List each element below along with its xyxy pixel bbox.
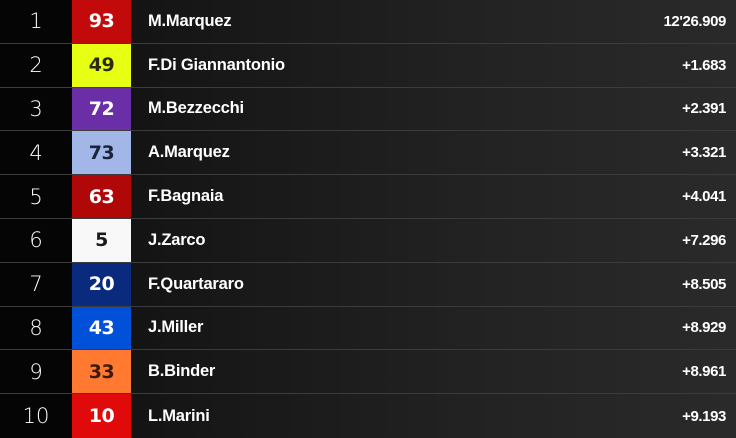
result-row[interactable]: 3 72 M.Bezzecchi +2.391	[0, 87, 736, 132]
rider-info: F.Bagnaia +4.041	[131, 175, 736, 218]
rider-number-badge: 63	[72, 175, 131, 218]
race-time: +9.193	[682, 407, 726, 425]
rider-info: J.Miller +8.929	[131, 306, 736, 350]
position: 7	[0, 262, 72, 306]
position: 8	[0, 306, 72, 350]
rider-info: M.Bezzecchi +2.391	[131, 87, 736, 131]
race-time: +3.321	[682, 144, 726, 162]
race-time: +8.505	[682, 275, 726, 293]
rider-info: F.Quartararo +8.505	[131, 262, 736, 306]
rider-number-badge: 43	[72, 306, 131, 350]
rider-name: F.Di Giannantonio	[148, 55, 285, 74]
rider-name: L.Marini	[148, 406, 210, 425]
race-time: +8.929	[682, 319, 726, 337]
rider-number-badge: 93	[72, 0, 131, 43]
race-time: +8.961	[682, 363, 726, 381]
position: 6	[0, 218, 72, 262]
rider-number-badge: 5	[72, 218, 131, 262]
result-row[interactable]: 4 73 A.Marquez +3.321	[0, 131, 736, 176]
result-row[interactable]: 7 20 F.Quartararo +8.505	[0, 262, 736, 307]
rider-name: B.Binder	[148, 362, 216, 381]
rider-number-badge: 33	[72, 350, 131, 394]
rider-info: F.Di Giannantonio +1.683	[131, 43, 736, 87]
rider-number-badge: 20	[72, 262, 131, 306]
result-row[interactable]: 8 43 J.Miller +8.929	[0, 306, 736, 351]
rider-number-badge: 72	[72, 87, 131, 131]
race-time: +7.296	[682, 231, 726, 249]
rider-info: B.Binder +8.961	[131, 350, 736, 394]
position: 4	[0, 131, 72, 175]
result-row[interactable]: 6 5 J.Zarco +7.296	[0, 218, 736, 263]
rider-name: M.Bezzecchi	[148, 99, 244, 118]
position: 10	[0, 394, 72, 438]
position: 5	[0, 175, 72, 218]
position: 3	[0, 87, 72, 131]
position: 1	[0, 0, 72, 43]
race-time: +1.683	[682, 56, 726, 74]
rider-info: A.Marquez +3.321	[131, 131, 736, 175]
rider-number-badge: 49	[72, 43, 131, 87]
rider-name: A.Marquez	[148, 143, 230, 162]
position: 2	[0, 43, 72, 87]
race-time: +4.041	[682, 188, 726, 206]
rider-info: M.Marquez 12'26.909	[131, 0, 736, 43]
rider-info: J.Zarco +7.296	[131, 218, 736, 262]
rider-name: M.Marquez	[148, 11, 232, 30]
result-row[interactable]: 1 93 M.Marquez 12'26.909	[0, 0, 736, 44]
rider-number-badge: 73	[72, 131, 131, 175]
result-row[interactable]: 5 63 F.Bagnaia +4.041	[0, 175, 736, 219]
result-row[interactable]: 2 49 F.Di Giannantonio +1.683	[0, 43, 736, 88]
rider-name: F.Bagnaia	[148, 187, 224, 206]
result-row[interactable]: 10 10 L.Marini +9.193	[0, 394, 736, 438]
race-time: +2.391	[682, 100, 726, 118]
rider-name: J.Zarco	[148, 230, 206, 249]
result-row[interactable]: 9 33 B.Binder +8.961	[0, 350, 736, 395]
rider-number-badge: 10	[72, 394, 131, 438]
rider-info: L.Marini +9.193	[131, 394, 736, 438]
position: 9	[0, 350, 72, 394]
race-time: 12'26.909	[663, 12, 726, 30]
rider-name: J.Miller	[148, 318, 204, 337]
rider-name: F.Quartararo	[148, 274, 244, 293]
